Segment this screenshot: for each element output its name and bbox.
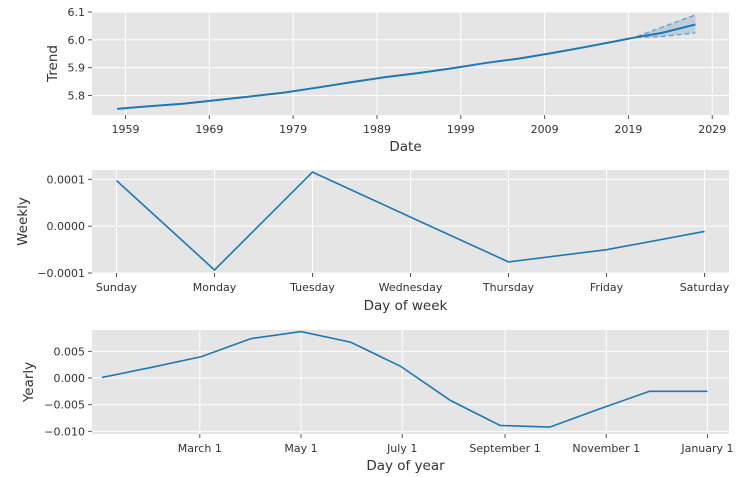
y-axis-label: Trend <box>45 45 61 83</box>
y-tick-label: 6.0 <box>68 34 86 47</box>
uncertainty-upper-line <box>636 14 696 38</box>
x-tick-label: 1999 <box>447 123 475 136</box>
x-tick-label: Sunday <box>96 281 138 294</box>
x-tick-label: 1969 <box>195 123 223 136</box>
series-line <box>101 330 708 428</box>
y-tick-label: −0.010 <box>44 425 85 438</box>
x-tick-label: September 1 <box>469 442 540 455</box>
x-tick-label: 1959 <box>112 123 140 136</box>
y-tick-label: −0.005 <box>44 399 85 412</box>
y-tick-label: −0.0001 <box>37 267 85 280</box>
uncertainty-lower-line <box>636 32 696 39</box>
x-tick-label: January 1 <box>680 442 733 455</box>
plot-area <box>92 330 729 434</box>
y-axis-label: Weekly <box>15 197 31 246</box>
x-tick-label: May 1 <box>284 442 317 455</box>
x-tick-label: 2019 <box>614 123 642 136</box>
uncertainty-band <box>636 14 696 38</box>
x-tick-label: November 1 <box>572 442 640 455</box>
y-tick-label: 0.0001 <box>47 173 86 186</box>
x-tick-label: Thursday <box>482 281 535 294</box>
x-tick-label: 2009 <box>531 123 559 136</box>
x-axis-label: Day of year <box>366 458 445 474</box>
x-tick-label: Friday <box>590 281 624 294</box>
x-tick-label: 1989 <box>363 123 391 136</box>
y-axis-label: Yearly <box>21 362 37 403</box>
x-tick-label: 1979 <box>279 123 307 136</box>
y-tick-label: 6.1 <box>68 6 86 19</box>
y-tick-label: 0.005 <box>54 345 86 358</box>
x-axis-label: Date <box>389 139 421 155</box>
x-tick-label: July 1 <box>386 442 417 455</box>
y-tick-label: 0.0000 <box>47 220 86 233</box>
y-tick-label: 5.9 <box>68 62 86 75</box>
x-tick-label: Monday <box>193 281 237 294</box>
trend-panel: 1959 1969 1979 1989 1999 2009 2019 2029 5.8 5.9 6.… <box>45 6 729 155</box>
x-tick-label: Saturday <box>680 281 730 294</box>
yearly-panel: March 1 May 1 July 1 September 1 November 1 J… <box>21 330 734 474</box>
series-line <box>115 171 705 272</box>
x-tick-label: March 1 <box>178 442 222 455</box>
y-tick-label: 5.8 <box>68 90 86 103</box>
plot-area <box>92 12 729 115</box>
x-tick-label: Tuesday <box>289 281 335 294</box>
series-line <box>117 23 696 110</box>
weekly-panel: Sunday Monday Tuesday Wednesday Thursday Frid… <box>15 170 730 314</box>
x-axis-label: Day of week <box>364 298 448 314</box>
x-tick-label: 2029 <box>698 123 726 136</box>
y-tick-label: 0.000 <box>54 372 86 385</box>
x-tick-label: Wednesday <box>379 281 443 294</box>
